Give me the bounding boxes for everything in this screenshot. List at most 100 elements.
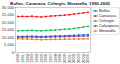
series-marker	[59, 36, 61, 38]
legend-marker	[95, 20, 96, 21]
series-marker	[87, 38, 89, 40]
legend-swatch	[93, 26, 98, 27]
y-tick-label: 25.000	[2, 12, 15, 17]
series-marker	[22, 38, 24, 40]
series-marker	[59, 29, 61, 31]
legend-swatch	[93, 16, 98, 17]
series-marker	[36, 30, 38, 32]
series-marker	[40, 16, 42, 18]
series-marker	[17, 36, 19, 38]
y-tick-label: 15.000	[2, 27, 15, 32]
series-marker	[83, 38, 85, 40]
series-marker	[73, 28, 75, 30]
series-marker	[40, 37, 42, 39]
series-marker	[69, 28, 71, 30]
series-marker	[69, 14, 71, 16]
series-marker	[50, 36, 52, 38]
legend-swatch	[93, 11, 98, 12]
series-marker	[50, 15, 52, 17]
series-marker	[40, 39, 42, 41]
series-marker	[22, 30, 24, 32]
series-group	[17, 12, 89, 41]
series-marker	[31, 36, 33, 38]
series-marker	[26, 30, 28, 32]
series-marker	[17, 38, 19, 40]
series-marker	[73, 13, 75, 15]
series-marker	[45, 36, 47, 38]
y-tick-label: 30.000	[2, 5, 15, 10]
series-marker	[17, 36, 19, 38]
series-marker	[55, 35, 57, 37]
series-marker	[22, 16, 24, 18]
series-marker	[73, 38, 75, 40]
series-marker	[45, 16, 47, 18]
series-marker	[59, 38, 61, 40]
series-marker	[55, 39, 57, 41]
series-marker	[59, 35, 61, 37]
series-marker	[50, 29, 52, 31]
series-marker	[50, 35, 52, 37]
series-marker	[31, 38, 33, 40]
series-marker	[87, 12, 89, 14]
legend-box	[92, 8, 120, 35]
series-marker	[73, 36, 75, 38]
series-line	[18, 38, 88, 40]
series-marker	[78, 38, 80, 40]
series-line	[18, 26, 88, 30]
series-marker	[64, 36, 66, 38]
series-marker	[83, 35, 85, 37]
series-marker	[26, 36, 28, 38]
series-marker	[83, 12, 85, 14]
y-tick-label: 20.000	[2, 20, 15, 25]
plot-area	[16, 8, 91, 53]
series-marker	[55, 36, 57, 38]
series-marker	[40, 30, 42, 32]
series-marker	[83, 26, 85, 28]
series-marker	[26, 36, 28, 38]
legend-swatch	[93, 21, 98, 22]
series-marker	[59, 15, 61, 17]
series-marker	[64, 35, 66, 37]
series-marker	[64, 28, 66, 30]
legend-swatch	[93, 31, 98, 32]
series-marker	[36, 39, 38, 41]
series-marker	[45, 39, 47, 41]
series-marker	[87, 26, 89, 28]
series-marker	[17, 30, 19, 32]
series-marker	[31, 30, 33, 32]
series-marker	[26, 38, 28, 40]
title: Bullas, Caravaca, Cehegín, Moratalla, 19…	[10, 1, 111, 6]
series-marker	[36, 36, 38, 38]
plot-frame	[16, 8, 91, 53]
series-marker	[22, 36, 24, 38]
y-tick-label: 5.000	[4, 42, 15, 47]
series-marker	[17, 16, 19, 18]
series-marker	[45, 30, 47, 32]
grid	[16, 8, 91, 53]
x-tick-label: 2005	[85, 53, 90, 63]
y-tick-label: 10.000	[2, 35, 15, 40]
series-marker	[55, 15, 57, 17]
series-marker	[69, 38, 71, 40]
series-marker	[31, 15, 33, 17]
legend-marker	[95, 25, 96, 26]
legend-marker	[95, 30, 96, 31]
series-line	[18, 12, 88, 17]
series-marker	[40, 36, 42, 38]
series-marker	[69, 35, 71, 37]
series-marker	[36, 36, 38, 38]
series-marker	[69, 36, 71, 38]
series-marker	[78, 13, 80, 15]
series-line	[18, 35, 88, 37]
chart: Bullas, Caravaca, Cehegín, Moratalla, 19…	[0, 0, 120, 64]
series-marker	[50, 39, 52, 41]
series-marker	[36, 16, 38, 18]
series-marker	[64, 38, 66, 40]
legend-marker	[95, 10, 96, 11]
series-marker	[87, 35, 89, 37]
series-line	[18, 36, 88, 37]
series-marker	[22, 36, 24, 38]
legend-label: Moratalla	[99, 28, 116, 33]
series-marker	[26, 16, 28, 18]
legend: BullasCaravacaCehegínCalasparraMoratalla	[92, 8, 120, 35]
